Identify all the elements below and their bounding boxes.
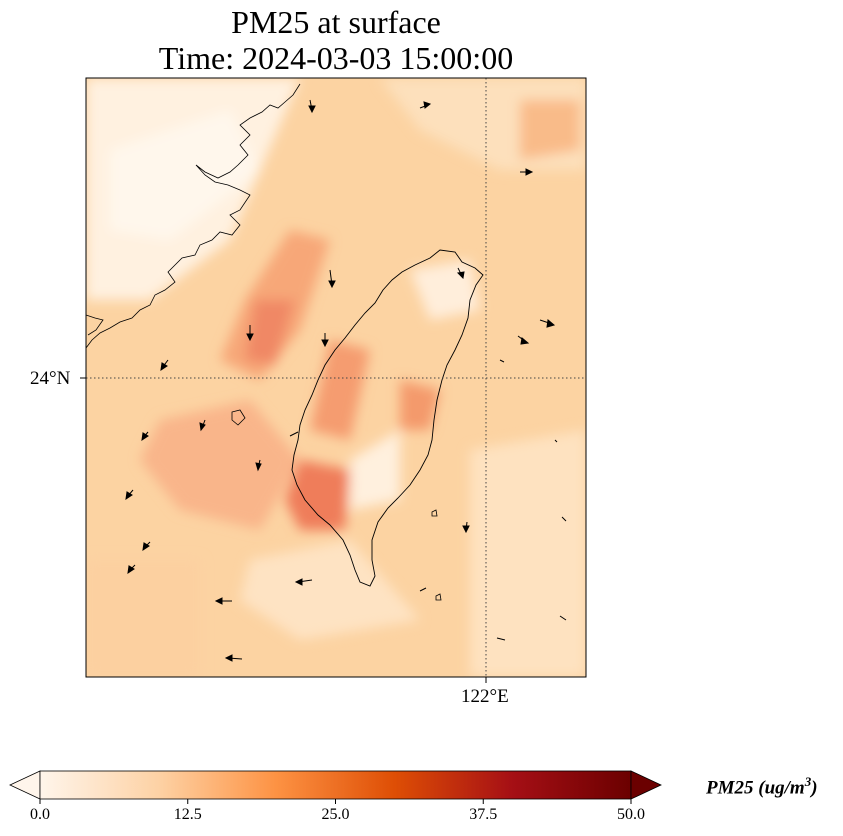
colorbar-label-superscript: 3	[804, 774, 812, 789]
lat-tick-label: 24°N	[30, 368, 71, 389]
colorbar-tick-label: 12.5	[173, 806, 202, 823]
map-title-line-2: Time: 2024-03-03 15:00:00	[158, 40, 514, 76]
taiwan-coastline	[291, 249, 484, 587]
map-panel	[80, 77, 587, 683]
colorbar-tick-label: 50.0	[617, 806, 645, 823]
china-coastline	[85, 83, 301, 349]
colorbar-label: PM25 (ug/m3)	[706, 774, 818, 799]
lon-tick-label: 122°E	[461, 686, 509, 707]
colorbar-extend-high	[630, 770, 662, 800]
penghu-coastline	[231, 409, 246, 426]
orchid-island-coastline	[435, 593, 442, 601]
colorbar-label-text: PM25 (ug/m	[706, 777, 805, 799]
colorbar-label-suffix: )	[811, 777, 818, 799]
colorbar-tick-label: 25.0	[321, 806, 350, 823]
colorbar-ticks	[39, 799, 632, 804]
colorbar-gradient	[39, 770, 632, 800]
colorbar-tick-label: 0.0	[30, 806, 50, 823]
colorbar	[9, 770, 662, 804]
colorbar-tick-label: 37.5	[469, 806, 498, 823]
wind-vectors	[125, 99, 567, 662]
colorbar-extend-low	[9, 770, 41, 800]
map-title-line-1: PM25 at surface	[231, 4, 441, 40]
green-island-coastline	[431, 509, 438, 517]
